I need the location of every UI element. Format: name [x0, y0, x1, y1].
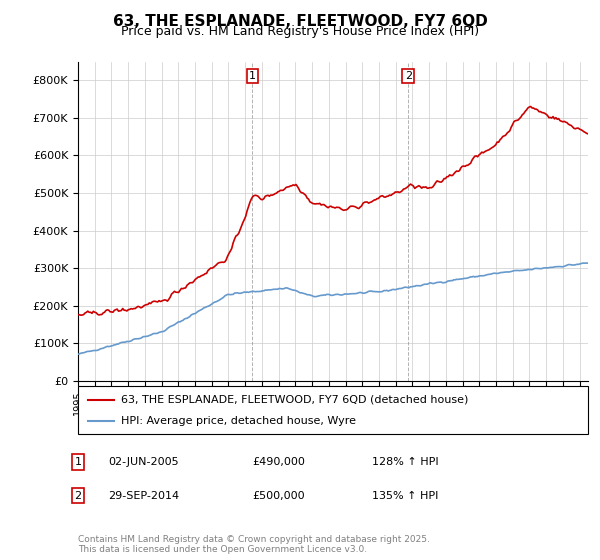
Text: £490,000: £490,000	[252, 457, 305, 467]
Text: 63, THE ESPLANADE, FLEETWOOD, FY7 6QD (detached house): 63, THE ESPLANADE, FLEETWOOD, FY7 6QD (d…	[121, 395, 469, 405]
Text: Contains HM Land Registry data © Crown copyright and database right 2025.
This d: Contains HM Land Registry data © Crown c…	[78, 535, 430, 554]
Text: Price paid vs. HM Land Registry's House Price Index (HPI): Price paid vs. HM Land Registry's House …	[121, 25, 479, 38]
Text: 2: 2	[404, 71, 412, 81]
Text: 135% ↑ HPI: 135% ↑ HPI	[372, 491, 439, 501]
Text: 29-SEP-2014: 29-SEP-2014	[108, 491, 179, 501]
Text: HPI: Average price, detached house, Wyre: HPI: Average price, detached house, Wyre	[121, 416, 356, 426]
Text: 128% ↑ HPI: 128% ↑ HPI	[372, 457, 439, 467]
Text: 1: 1	[74, 457, 82, 467]
Text: 1: 1	[249, 71, 256, 81]
Text: 2: 2	[74, 491, 82, 501]
Text: 63, THE ESPLANADE, FLEETWOOD, FY7 6QD: 63, THE ESPLANADE, FLEETWOOD, FY7 6QD	[113, 14, 487, 29]
FancyBboxPatch shape	[78, 386, 588, 434]
Text: £500,000: £500,000	[252, 491, 305, 501]
Text: 02-JUN-2005: 02-JUN-2005	[108, 457, 179, 467]
